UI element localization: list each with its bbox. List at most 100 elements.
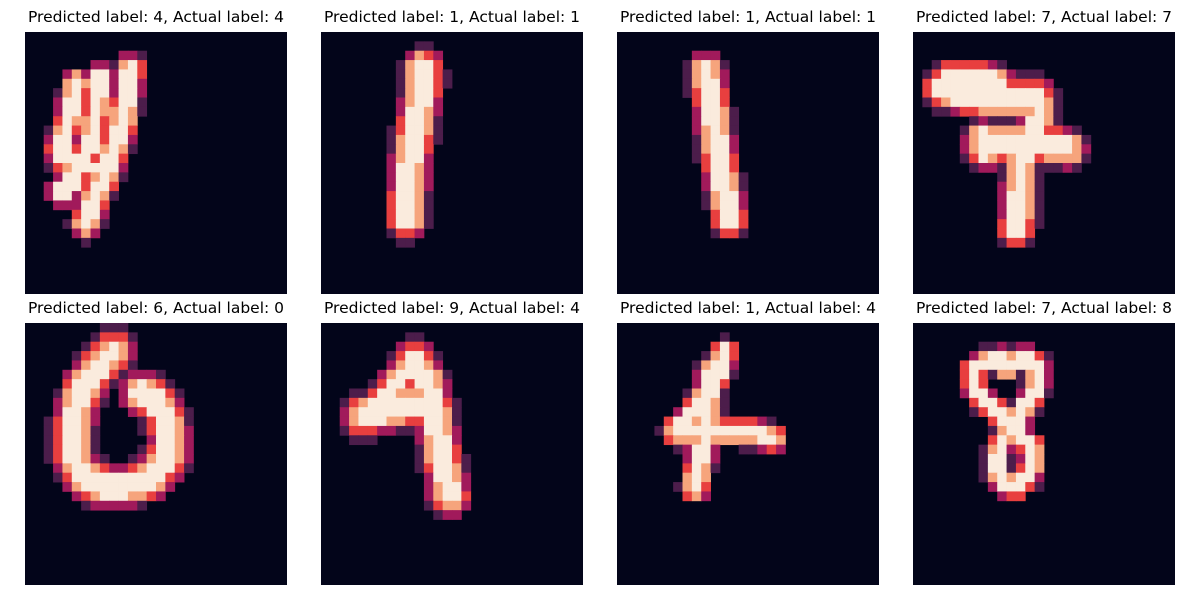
heatmap-cell [1072, 153, 1082, 164]
heatmap-cell [53, 97, 63, 108]
heatmap-cell [1062, 163, 1073, 173]
digit-heatmap [617, 32, 879, 294]
heatmap-cell [1034, 219, 1045, 229]
heatmap-cell [62, 191, 73, 201]
heatmap-cell [1025, 134, 1036, 145]
heatmap-cell [922, 88, 933, 98]
heatmap-cell [127, 369, 138, 380]
heatmap-cell [969, 379, 979, 389]
heatmap-cell [1025, 163, 1036, 173]
heatmap-cell [137, 416, 148, 427]
heatmap-cell [99, 209, 110, 220]
heatmap-cell [99, 134, 110, 145]
heatmap-cell [673, 425, 683, 436]
heatmap-cell [423, 200, 434, 211]
heatmap-cell [90, 500, 101, 511]
heatmap-cell [1081, 144, 1092, 155]
heatmap-cell [423, 106, 434, 117]
heatmap-cell [1025, 144, 1036, 155]
heatmap-cell [99, 172, 110, 183]
heatmap-cell [405, 88, 415, 98]
heatmap-cell [81, 425, 91, 436]
heatmap-cell [1025, 219, 1036, 229]
heatmap-cell [978, 444, 989, 455]
heatmap-cell [691, 97, 702, 108]
heatmap-cell [1025, 200, 1036, 211]
heatmap-cell [1006, 181, 1017, 192]
heatmap-cell [62, 125, 73, 136]
heatmap-cell [1034, 200, 1045, 211]
heatmap-cell [349, 435, 359, 446]
heatmap-cell [1015, 463, 1026, 474]
heatmap-cell [701, 60, 711, 70]
heatmap-cell [978, 69, 989, 80]
heatmap-cell [442, 500, 453, 511]
heatmap-cell [414, 153, 425, 164]
heatmap-cell [691, 134, 702, 145]
heatmap-cell [405, 407, 415, 417]
heatmap-cell [1025, 237, 1036, 248]
heatmap-cell [1006, 116, 1017, 126]
heatmap-cell [414, 181, 425, 192]
heatmap-cell [184, 416, 194, 427]
heatmap-cell [766, 416, 777, 427]
heatmap-cell [997, 153, 1007, 164]
heatmap-cell [987, 482, 998, 492]
heatmap-cell [81, 435, 91, 446]
heatmap-cell [165, 379, 176, 389]
heatmap-cell [414, 463, 425, 474]
heatmap-cell [931, 97, 942, 108]
heatmap-cell [1053, 88, 1064, 98]
heatmap-cell [701, 125, 711, 136]
heatmap-cell [978, 163, 989, 173]
heatmap-cell [719, 181, 730, 192]
heatmap-cell [433, 435, 444, 446]
heatmap-cell [1044, 125, 1054, 136]
heatmap-cell [423, 360, 434, 371]
heatmap-cell [62, 388, 73, 399]
heatmap-cell [691, 416, 702, 427]
heatmap-cell [174, 397, 185, 408]
heatmap-cell [931, 78, 942, 89]
heatmap-cell [405, 200, 415, 211]
heatmap-cell [146, 379, 157, 389]
heatmap-cell [184, 435, 194, 446]
heatmap-cell [1006, 397, 1017, 408]
heatmap-cell [969, 97, 979, 108]
heatmap-cell [386, 134, 397, 145]
heatmap-cell [109, 153, 119, 164]
heatmap-cell [442, 379, 453, 389]
heatmap-cell [1044, 106, 1054, 117]
heatmap-cell [1072, 125, 1082, 136]
heatmap-cell [710, 341, 721, 352]
heatmap-cell [710, 153, 721, 164]
heatmap-cell [99, 472, 110, 483]
heatmap-cell [1034, 153, 1045, 164]
heatmap-cell [1062, 125, 1073, 136]
heatmap-cell [710, 200, 721, 211]
heatmap-cell [701, 351, 711, 361]
heatmap-cell [719, 379, 730, 389]
heatmap-cell [461, 500, 472, 511]
heatmap-cell [71, 144, 82, 155]
heatmap-cell [719, 388, 730, 399]
heatmap-cell [433, 50, 444, 61]
heatmap-cell [90, 351, 101, 361]
heatmap-cell [127, 463, 138, 474]
heatmap-cell [1025, 388, 1036, 399]
heatmap-cell [405, 78, 415, 89]
heatmap-cell [959, 78, 970, 89]
heatmap-cell [156, 435, 166, 446]
heatmap-cell [931, 88, 942, 98]
heatmap-cell [1015, 209, 1026, 220]
heatmap-cell [62, 407, 73, 417]
heatmap-cell [156, 425, 166, 436]
heatmap-cell [1006, 341, 1017, 352]
heatmap-cell [691, 397, 702, 408]
heatmap-cell [71, 454, 82, 464]
heatmap-cell [682, 69, 693, 80]
heatmap-cell [81, 379, 91, 389]
heatmap-cell [1006, 106, 1017, 117]
heatmap-cell [414, 228, 425, 239]
heatmap-cell [90, 125, 101, 136]
